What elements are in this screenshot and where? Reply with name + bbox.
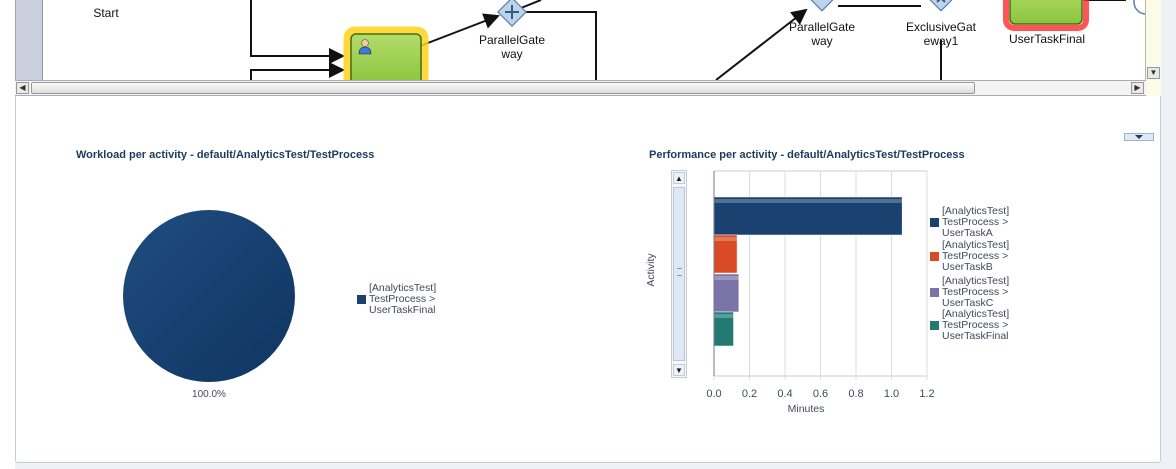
bar[interactable] bbox=[713, 273, 740, 313]
activity-scroll-slider[interactable]: ▲ ▼ bbox=[671, 170, 687, 378]
pie-slice-label: 100.0% bbox=[192, 389, 226, 400]
performance-legend-item: [AnalyticsTest] TestProcess > UserTaskFi… bbox=[930, 308, 1010, 342]
scrollbar-thumb[interactable] bbox=[31, 82, 975, 94]
exclusive-gateway-label: ExclusiveGat eway1 bbox=[905, 20, 977, 48]
x-axis-label: Minutes bbox=[788, 403, 825, 415]
legend-swatch bbox=[357, 295, 366, 304]
parallel-gateway-label: ParallelGate way bbox=[788, 20, 856, 48]
task-highlight bbox=[1003, 0, 1089, 31]
diagram-horizontal-scrollbar[interactable]: ◀ ▶ bbox=[15, 80, 1161, 96]
scrollbar-corner bbox=[1146, 80, 1161, 96]
panel-menu-dropdown-icon[interactable] bbox=[1124, 133, 1154, 141]
process-diagram bbox=[250, 0, 1159, 80]
x-tick-label: 0.0 bbox=[706, 388, 721, 400]
legend-label: [AnalyticsTest] TestProcess > UserTaskA bbox=[942, 205, 1010, 239]
scroll-right-arrow-icon[interactable]: ▶ bbox=[1131, 82, 1144, 94]
bar-highlight bbox=[714, 237, 738, 241]
sequence-flow[interactable] bbox=[715, 8, 808, 80]
sequence-flow[interactable] bbox=[526, 11, 597, 80]
task-highlight bbox=[343, 26, 429, 80]
sequence-flow[interactable] bbox=[520, 0, 542, 9]
performance-legend-item: [AnalyticsTest] TestProcess > UserTaskB bbox=[930, 239, 1010, 273]
slider-grip-icon[interactable] bbox=[677, 268, 682, 276]
user-task-final-label: UserTaskFinal bbox=[1008, 32, 1086, 46]
legend-label: [AnalyticsTest] TestProcess > UserTaskC bbox=[942, 275, 1010, 309]
bar-highlight bbox=[714, 276, 739, 280]
user-task[interactable] bbox=[350, 33, 422, 80]
x-tick-label: 0.2 bbox=[742, 388, 757, 400]
exclusive-gateway-icon[interactable] bbox=[927, 0, 955, 12]
scroll-left-arrow-icon[interactable]: ◀ bbox=[16, 82, 29, 94]
diagram-left-bar bbox=[16, 0, 43, 80]
process-diagram-canvas[interactable]: Start ParallelGate way ParallelGate way … bbox=[15, 0, 1161, 80]
parallel-gateway-icon[interactable] bbox=[497, 0, 527, 27]
pie-slice[interactable] bbox=[123, 210, 295, 382]
legend-swatch bbox=[930, 321, 939, 330]
x-tick-label: 0.6 bbox=[813, 388, 828, 400]
slider-down-arrow-icon[interactable]: ▼ bbox=[673, 364, 685, 376]
workload-legend-item: [AnalyticsTest] TestProcess > UserTaskFi… bbox=[357, 283, 436, 316]
user-task-final[interactable] bbox=[1009, 0, 1083, 25]
left-margin bbox=[0, 0, 15, 469]
sequence-flow[interactable] bbox=[250, 0, 345, 64]
scroll-down-arrow-icon[interactable]: ▼ bbox=[1147, 67, 1160, 79]
diagram-vertical-scrollbar[interactable]: ▼ bbox=[1145, 0, 1161, 80]
sequence-flow[interactable] bbox=[250, 62, 345, 80]
workload-chart-title: Workload per activity - default/Analytic… bbox=[76, 149, 375, 161]
sequence-flow[interactable] bbox=[419, 13, 500, 47]
x-tick-label: 1.2 bbox=[919, 388, 934, 400]
performance-legend-item: [AnalyticsTest] TestProcess > UserTaskA bbox=[930, 205, 1010, 239]
y-axis-label: Activity bbox=[645, 253, 657, 287]
bar[interactable] bbox=[713, 196, 903, 236]
bar-highlight bbox=[714, 199, 903, 203]
performance-chart-title: Performance per activity - default/Analy… bbox=[649, 149, 965, 161]
legend-swatch bbox=[930, 218, 939, 227]
x-tick-label: 0.8 bbox=[848, 388, 863, 400]
bar-highlight bbox=[714, 314, 734, 318]
analytics-panel: Workload per activity - default/Analytic… bbox=[15, 96, 1161, 463]
user-icon bbox=[358, 39, 372, 55]
legend-label: [AnalyticsTest] TestProcess > UserTaskB bbox=[942, 239, 1010, 273]
parallel-gateway-icon[interactable] bbox=[808, 0, 836, 12]
workload-pie-chart: 100.0% bbox=[123, 210, 295, 400]
performance-bar-chart: 0.0 0.2 0.4 0.6 0.8 1.0 1.2 Minutes Activity bbox=[645, 170, 935, 415]
parallel-gateway-label: ParallelGate way bbox=[478, 33, 546, 61]
start-label: Start bbox=[93, 6, 119, 20]
performance-legend-item: [AnalyticsTest] TestProcess > UserTaskC bbox=[930, 275, 1010, 309]
legend-label: [AnalyticsTest] TestProcess > UserTaskFi… bbox=[942, 308, 1010, 342]
slider-track[interactable] bbox=[673, 187, 685, 361]
slider-up-arrow-icon[interactable]: ▲ bbox=[673, 172, 685, 184]
x-tick-label: 0.4 bbox=[777, 388, 792, 400]
legend-swatch bbox=[930, 288, 939, 297]
x-tick-label: 1.0 bbox=[884, 388, 899, 400]
legend-swatch bbox=[930, 252, 939, 261]
